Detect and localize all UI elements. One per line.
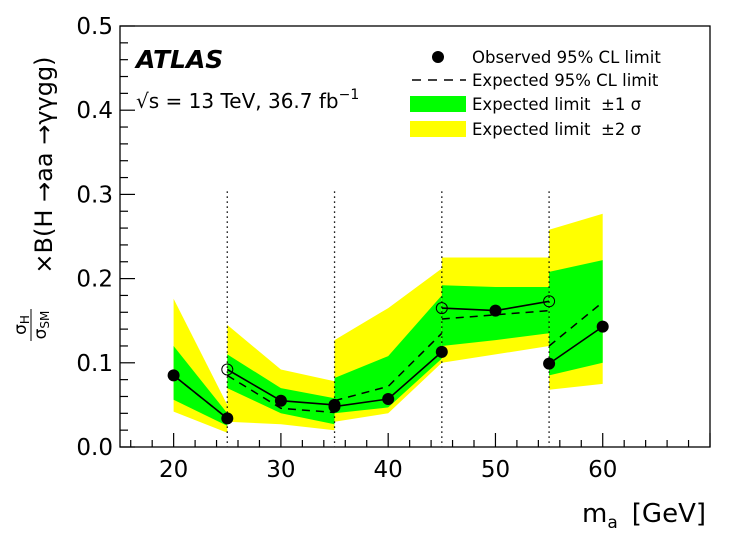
legend-band1-label: Expected limit ±1 σ: [472, 95, 641, 114]
observed-point-seg-2-2: [435, 345, 448, 358]
legend-expected-label: Expected 95% CL limit: [472, 71, 659, 90]
y-tick-label-1: 0.1: [76, 351, 113, 377]
y-frac-den-symbol: σ: [31, 328, 51, 339]
x-axis-symbol: m: [582, 499, 607, 529]
observed-point-seg-3-1: [489, 304, 502, 317]
expected-line-seg-4: [548, 301, 604, 347]
plot-frame: [119, 25, 711, 448]
observed-point-seg-4-0: [543, 357, 556, 370]
y-frac-den-sub: SM: [38, 311, 52, 329]
band-1sigma-seg-2: [334, 295, 442, 414]
legend-band1-swatch: [410, 96, 466, 112]
observed-point-seg-4-1: [596, 320, 609, 333]
x-tick-label-4: 60: [588, 457, 617, 483]
observed-point-seg-3-2: [543, 295, 556, 308]
observed-line-seg-0: [173, 374, 228, 420]
observed-point-seg-1-1: [274, 394, 287, 407]
band-1sigma-seg-0: [173, 346, 228, 426]
y-tick-label-2: 0.2: [76, 267, 113, 293]
observed-point-seg-2-0: [328, 400, 341, 413]
y-tick-label-5: 0.5: [76, 14, 113, 40]
legend-observed-marker: [432, 51, 444, 63]
legend-band2-swatch: [410, 121, 466, 137]
y-tick-label-0: 0.0: [76, 435, 113, 461]
x-axis-title: ma [GeV]: [582, 499, 706, 533]
x-axis-subscript: a: [607, 513, 617, 533]
energy-lumi-label: √s = 13 TeV, 36.7 fb−1: [136, 87, 359, 113]
y-frac-num-sub: H: [18, 315, 32, 324]
limit-series: [167, 295, 609, 425]
observed-line-seg-4: [548, 325, 604, 365]
expected-line-seg-1: [226, 374, 335, 414]
uncertainty-bands: [173, 213, 603, 433]
expected-line-seg-2: [334, 332, 443, 402]
experiment-label: ATLAS: [134, 45, 223, 74]
expected-line-seg-3: [441, 309, 550, 320]
x-tick-label-1: 30: [266, 457, 295, 483]
y-axis-title: ×B(H →aa →γγgg): [30, 56, 58, 273]
y-frac-numerator: σH: [11, 315, 32, 335]
x-axis-unit: [GeV]: [632, 499, 706, 529]
y-tick-label-3: 0.3: [76, 182, 113, 208]
x-tick-label-3: 50: [481, 457, 510, 483]
y-axis-fraction: σH σSM: [11, 309, 52, 341]
legend: Observed 95% CL limit Expected 95% CL li…: [410, 48, 661, 139]
legend-band2-label: Expected limit ±2 σ: [472, 120, 641, 139]
x-tick-label-2: 40: [374, 457, 403, 483]
legend-observed-label: Observed 95% CL limit: [472, 48, 661, 67]
energy-lumi-text: √s = 13 TeV, 36.7 fb: [136, 89, 339, 113]
lumi-exponent: −1: [339, 87, 360, 103]
observed-point-seg-2-1: [382, 393, 395, 405]
observed-point-seg-0-0: [167, 369, 180, 382]
observed-point-seg-1-0: [221, 363, 234, 376]
y-frac-denominator: σSM: [31, 311, 52, 340]
y-tick-label-4: 0.4: [76, 98, 113, 124]
y-frac-num-symbol: σ: [11, 324, 31, 335]
axis-ticks: 20 30 40 50 60 0.0 0.1 0.2 0.3 0.4 0.5: [76, 14, 711, 483]
y-axis-main: ×B(H →aa →γγgg): [30, 56, 58, 273]
band-1sigma-seg-4: [549, 260, 603, 376]
x-tick-label-0: 20: [159, 457, 188, 483]
observed-point-seg-3-0: [435, 302, 448, 315]
observed-point-seg-0-1: [221, 412, 234, 425]
band-1sigma-seg-1: [227, 354, 335, 425]
